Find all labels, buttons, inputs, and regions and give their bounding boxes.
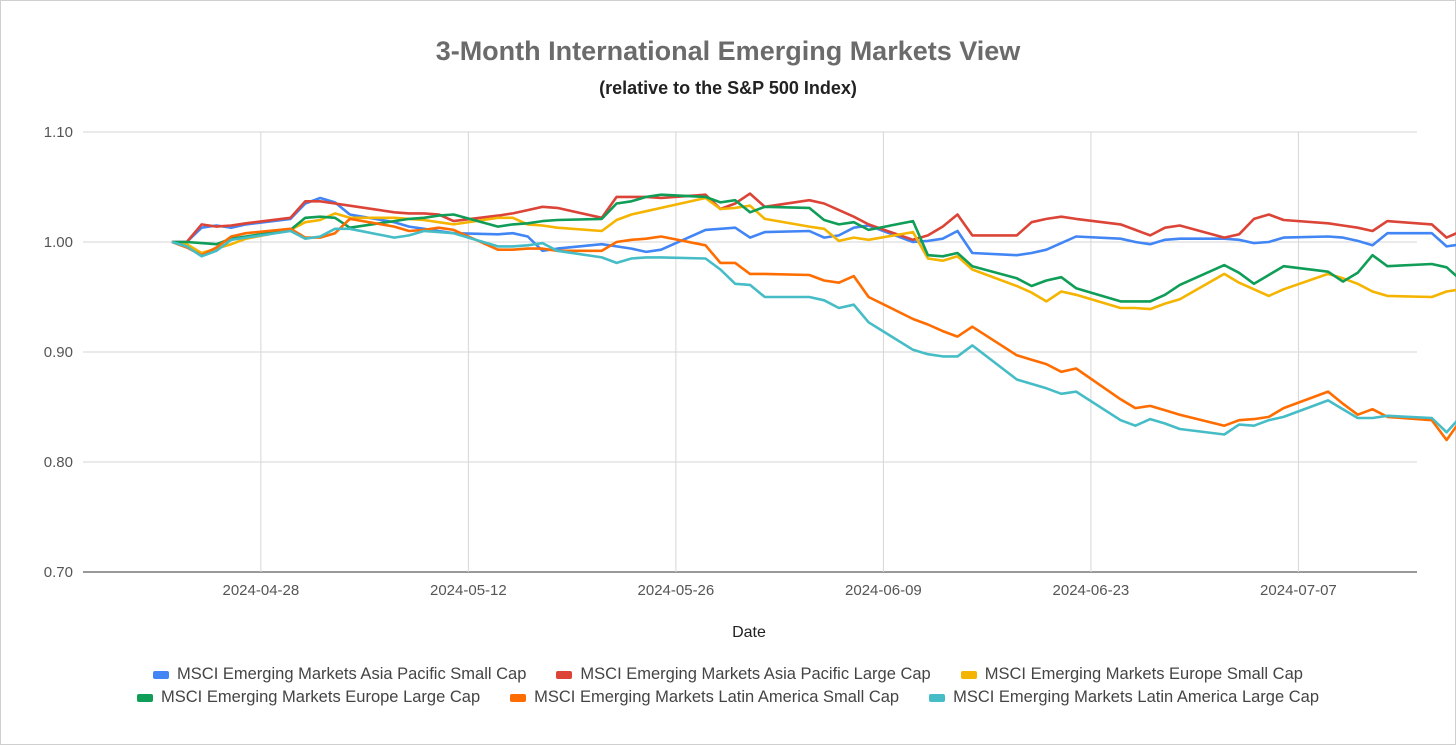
x-tick-label: 2024-06-09 [845, 582, 922, 599]
legend-label: MSCI Emerging Markets Europe Small Cap [984, 665, 1303, 683]
series-lines [171, 192, 1456, 442]
y-tick-label: 0.80 [44, 454, 73, 471]
y-tick-label: 0.70 [44, 564, 73, 581]
legend-swatch [929, 693, 946, 702]
legend-item[interactable]: MSCI Emerging Markets Asia Pacific Large… [556, 665, 931, 684]
x-tick-label: 2024-06-23 [1053, 582, 1130, 599]
grid [83, 131, 1417, 573]
legend-label: MSCI Emerging Markets Asia Pacific Large… [580, 665, 931, 683]
x-tick-label: 2024-07-07 [1260, 582, 1337, 599]
series-line [171, 196, 1456, 257]
legend-row: MSCI Emerging Markets Asia Pacific Small… [0, 663, 1456, 686]
legend-item[interactable]: MSCI Emerging Markets Europe Small Cap [960, 665, 1303, 684]
series-line [171, 192, 1456, 244]
y-tick-label: 1.10 [44, 124, 73, 141]
legend-swatch [153, 670, 170, 679]
legend-swatch [136, 693, 153, 702]
x-tick-label: 2024-04-28 [222, 582, 299, 599]
legend-swatch [510, 693, 527, 702]
legend-item[interactable]: MSCI Emerging Markets Asia Pacific Small… [153, 665, 526, 684]
legend-swatch [960, 670, 977, 679]
y-tick-label: 0.90 [44, 344, 73, 361]
chart-title: 3-Month International Emerging Markets V… [435, 36, 1021, 66]
y-tick-label: 1.00 [44, 234, 73, 251]
legend-item[interactable]: MSCI Emerging Markets Europe Large Cap [136, 688, 481, 707]
x-axis-label: Date [732, 624, 766, 641]
legend-label: MSCI Emerging Markets Latin America Smal… [534, 688, 900, 706]
series-line [171, 193, 1456, 303]
legend-swatch [556, 670, 573, 679]
legend-label: MSCI Emerging Markets Europe Large Cap [160, 688, 481, 706]
legend-item[interactable]: MSCI Emerging Markets Latin America Smal… [510, 688, 899, 707]
series-line [171, 217, 1456, 442]
y-axis-ticks: 1.10 1.00 0.90 0.80 0.70 [44, 124, 73, 581]
legend-label: MSCI Emerging Markets Latin America Larg… [953, 688, 1319, 706]
legend-row: MSCI Emerging Markets Europe Large Cap MS… [0, 686, 1456, 709]
x-tick-label: 2024-05-26 [638, 582, 715, 599]
legend: MSCI Emerging Markets Asia Pacific Small… [0, 663, 1456, 709]
legend-label: MSCI Emerging Markets Asia Pacific Small… [177, 665, 527, 683]
series-line [171, 227, 1456, 436]
x-tick-label: 2024-05-12 [430, 582, 507, 599]
x-axis-ticks: 2024-04-28 2024-05-12 2024-05-26 2024-06-09… [222, 582, 1337, 599]
series-line [171, 196, 1456, 311]
chart-subtitle: (relative to the S&P 500 Index) [599, 78, 857, 98]
legend-item[interactable]: MSCI Emerging Markets Latin America Larg… [929, 688, 1319, 707]
